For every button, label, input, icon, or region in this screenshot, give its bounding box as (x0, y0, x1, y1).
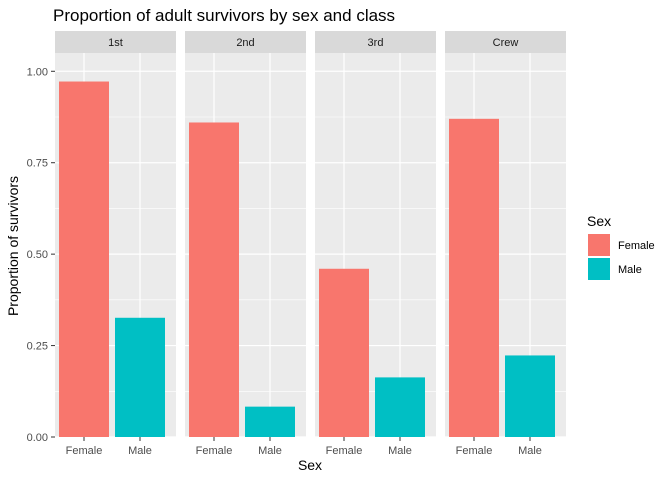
facet-strip-label: Crew (493, 37, 519, 49)
facet-strip-label: 3rd (368, 37, 384, 49)
facet-panel-crew: Crew Female Male (445, 31, 566, 457)
x-tick-label: Male (518, 445, 542, 457)
legend-label-male: Male (618, 264, 642, 276)
y-tick-label: 1.00 (27, 66, 48, 78)
x-tick-label: Male (388, 445, 412, 457)
y-tick-label: 0.00 (27, 432, 48, 444)
bar-1st-female (59, 81, 109, 438)
facet-strip (55, 31, 176, 53)
y-axis-title: Proportion of survivors (5, 176, 21, 316)
facet-panel-2nd: 2nd Female Male (185, 31, 306, 457)
facet-panel-3rd: 3rd Female Male (315, 31, 436, 457)
legend-key-male (588, 258, 610, 280)
legend-label-female: Female (618, 240, 655, 252)
facet-strip (315, 31, 436, 53)
x-tick-label: Female (196, 445, 233, 457)
y-tick-label: 0.75 (27, 158, 48, 170)
facet-panel-1st: 1st Female Male (55, 31, 176, 457)
bar-crew-male (505, 355, 555, 437)
facet-strip (445, 31, 566, 53)
bar-1st-male (115, 317, 165, 437)
bar-crew-female (449, 118, 499, 437)
x-axis-title: Sex (298, 457, 322, 473)
x-tick-label: Male (258, 445, 282, 457)
bar-3rd-male (375, 377, 425, 437)
x-tick-label: Female (326, 445, 363, 457)
x-tick-label: Female (66, 445, 103, 457)
y-tick-label: 0.25 (27, 341, 48, 353)
bar-2nd-male (245, 406, 295, 437)
legend-key-female (588, 234, 610, 256)
x-tick-label: Male (128, 445, 152, 457)
facet-strip-label: 1st (108, 37, 123, 49)
legend-title: Sex (587, 213, 611, 229)
facet-strip-label: 2nd (236, 37, 254, 49)
facet-strip (185, 31, 306, 53)
bar-3rd-female (319, 268, 369, 437)
y-tick-label: 0.50 (27, 249, 48, 261)
y-axis: 0.00 0.25 0.50 0.75 1.00 (27, 66, 55, 444)
x-tick-label: Female (456, 445, 493, 457)
legend: Sex Female Male (587, 213, 655, 280)
bar-2nd-female (189, 122, 239, 437)
chart-title: Proportion of adult survivors by sex and… (53, 6, 395, 25)
